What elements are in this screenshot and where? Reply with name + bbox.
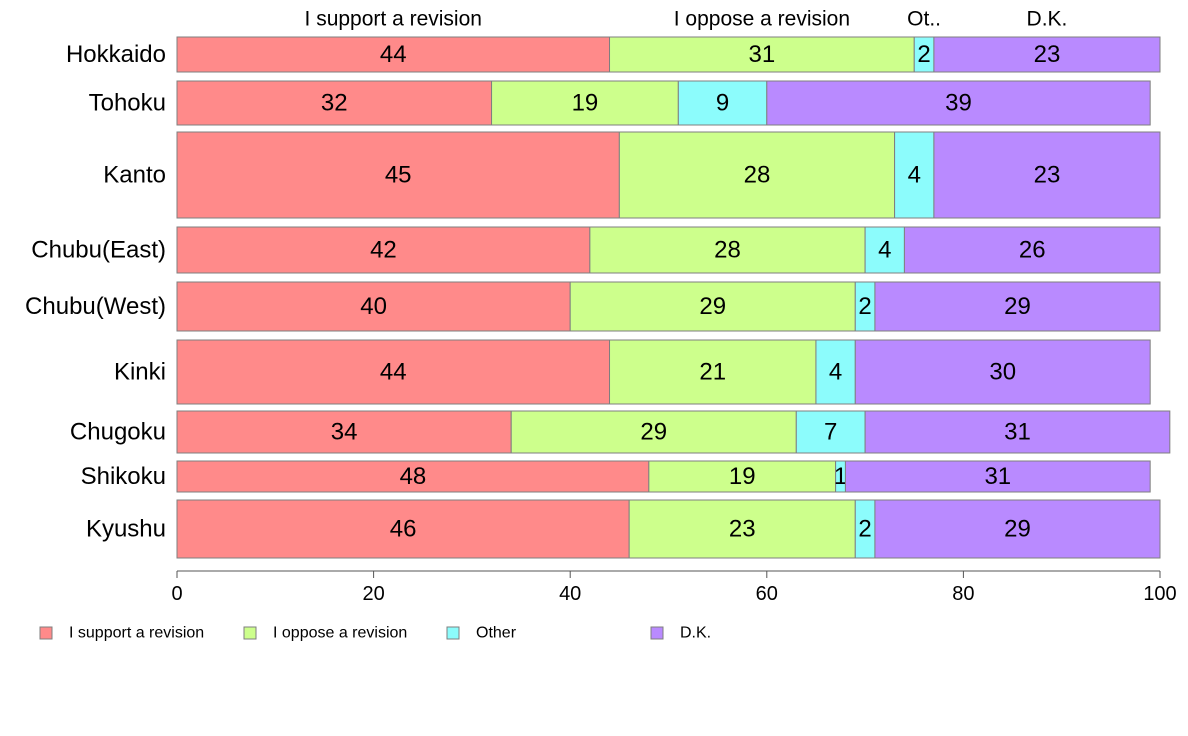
legend-label-d-k: D.K.	[680, 625, 711, 642]
data-label-kinki-other: 4	[829, 359, 842, 386]
data-label-chugoku-i-oppose-a-revision: 29	[640, 419, 667, 446]
region-label-shikoku: Shikoku	[81, 463, 166, 490]
data-label-kyushu-i-support-a-revision: 46	[390, 516, 417, 543]
data-label-kanto-other: 4	[908, 162, 921, 189]
bar-kanto-d-k	[933, 131, 1161, 219]
data-label-kinki-d-k: 30	[989, 359, 1016, 386]
region-label-kinki: Kinki	[114, 359, 166, 386]
x-tick-label-60: 60	[756, 583, 778, 605]
data-label-tohoku-d-k: 39	[945, 90, 972, 117]
data-label-chubu-west-d-k: 29	[1004, 293, 1031, 320]
bar-kanto-i-support-a-revision	[176, 131, 620, 219]
x-tick-label-0: 0	[171, 583, 182, 605]
top-label-other: Ot..	[907, 8, 941, 31]
data-label-chubu-east-d-k: 26	[1019, 237, 1046, 264]
bar-chubu-west-i-oppose-a-revision	[569, 281, 856, 332]
data-label-kanto-i-support-a-revision: 45	[385, 162, 412, 189]
x-tick-label-100: 100	[1143, 583, 1176, 605]
data-label-kanto-d-k: 23	[1034, 162, 1061, 189]
data-label-shikoku-d-k: 31	[984, 463, 1011, 490]
data-label-chubu-west-i-oppose-a-revision: 29	[699, 293, 726, 320]
data-label-tohoku-other: 9	[716, 90, 729, 117]
data-label-chugoku-other: 7	[824, 419, 837, 446]
category-labels: Hokkaido Tohoku Kanto Chubu(East) Chubu(West…	[25, 41, 166, 543]
bar-chubu-west-d-k	[874, 281, 1161, 332]
legend-label-i-oppose-a-revision: I oppose a revision	[273, 625, 407, 642]
bar-kyushu-d-k	[874, 499, 1161, 559]
legend-swatch-i-support-a-revision	[39, 626, 53, 640]
bar-tohoku-i-oppose-a-revision	[491, 80, 679, 126]
data-label-hokkaido-i-oppose-a-revision: 31	[749, 41, 776, 68]
bar-tohoku-i-support-a-revision	[176, 80, 493, 126]
bar-chugoku-i-oppose-a-revision	[510, 410, 797, 454]
bar-tohoku-other	[677, 80, 768, 126]
x-tick-label-20: 20	[362, 583, 384, 605]
data-label-kyushu-d-k: 29	[1004, 516, 1031, 543]
bar-chubu-east-i-oppose-a-revision	[589, 226, 866, 274]
bar-chubu-east-i-support-a-revision	[176, 226, 591, 274]
bar-chugoku-d-k	[864, 410, 1171, 454]
x-tick-label-40: 40	[559, 583, 581, 605]
x-axis: 0 20 40 60 80 100	[171, 570, 1177, 605]
data-label-chubu-east-i-oppose-a-revision: 28	[714, 237, 741, 264]
bar-chugoku-i-support-a-revision	[176, 410, 512, 454]
bar-hokkaido-i-support-a-revision	[176, 36, 611, 73]
data-label-chugoku-d-k: 31	[1004, 419, 1031, 446]
region-label-kyushu: Kyushu	[86, 516, 166, 543]
data-label-hokkaido-i-support-a-revision: 44	[380, 41, 407, 68]
top-series-labels: I support a revision I oppose a revision O…	[305, 8, 1068, 31]
legend-label-other: Other	[476, 625, 517, 642]
region-label-chugoku: Chugoku	[70, 419, 166, 446]
bar-kanto-i-oppose-a-revision	[618, 131, 896, 219]
data-label-kinki-i-support-a-revision: 44	[380, 359, 407, 386]
legend-swatch-i-oppose-a-revision	[243, 626, 257, 640]
data-label-tohoku-i-support-a-revision: 32	[321, 90, 348, 117]
legend-swatch-d-k	[650, 626, 664, 640]
data-label-kyushu-i-oppose-a-revision: 23	[729, 516, 756, 543]
data-label-chubu-west-other: 2	[858, 293, 871, 320]
region-label-hokkaido: Hokkaido	[66, 41, 166, 68]
region-label-chubu-east: Chubu(East)	[31, 237, 166, 264]
region-label-tohoku: Tohoku	[89, 90, 166, 117]
data-label-chubu-west-i-support-a-revision: 40	[360, 293, 387, 320]
bar-kanto-other	[894, 131, 935, 219]
data-label-hokkaido-other: 2	[917, 41, 930, 68]
region-label-kanto: Kanto	[103, 162, 166, 189]
top-label-d-k: D.K.	[1027, 8, 1068, 31]
top-label-i-oppose-a-revision: I oppose a revision	[674, 8, 850, 31]
data-label-kinki-i-oppose-a-revision: 21	[699, 359, 726, 386]
data-label-chugoku-i-support-a-revision: 34	[331, 419, 358, 446]
bar-tohoku-d-k	[766, 80, 1151, 126]
bar-chubu-east-d-k	[903, 226, 1161, 274]
bar-shikoku-i-support-a-revision	[176, 460, 650, 493]
bar-shikoku-d-k	[844, 460, 1151, 493]
bar-hokkaido-i-oppose-a-revision	[609, 36, 915, 73]
data-label-shikoku-i-oppose-a-revision: 19	[729, 463, 756, 490]
legend-swatch-other	[446, 626, 460, 640]
bar-chubu-west-i-support-a-revision	[176, 281, 571, 332]
data-label-shikoku-other: 1	[834, 463, 847, 490]
bar-hokkaido-d-k	[933, 36, 1161, 73]
data-label-kyushu-other: 2	[858, 516, 871, 543]
data-label-hokkaido-d-k: 23	[1034, 41, 1061, 68]
bar-kinki-d-k	[854, 339, 1151, 405]
data-label-shikoku-i-support-a-revision: 48	[400, 463, 427, 490]
top-label-i-support-a-revision: I support a revision	[305, 8, 482, 31]
bar-chubu-east-other	[864, 226, 905, 274]
region-label-chubu-west: Chubu(West)	[25, 293, 166, 320]
bar-kyushu-i-oppose-a-revision	[628, 499, 856, 559]
data-label-chubu-east-other: 4	[878, 237, 891, 264]
data-label-chubu-east-i-support-a-revision: 42	[370, 237, 397, 264]
legend-label-i-support-a-revision: I support a revision	[69, 625, 204, 642]
legend: I support a revision I oppose a revision O…	[39, 625, 711, 642]
bar-shikoku-i-oppose-a-revision	[648, 460, 837, 493]
data-label-tohoku-i-oppose-a-revision: 19	[572, 90, 599, 117]
bar-kinki-other	[815, 339, 856, 405]
data-label-kanto-i-oppose-a-revision: 28	[744, 162, 771, 189]
x-tick-label-80: 80	[952, 583, 974, 605]
